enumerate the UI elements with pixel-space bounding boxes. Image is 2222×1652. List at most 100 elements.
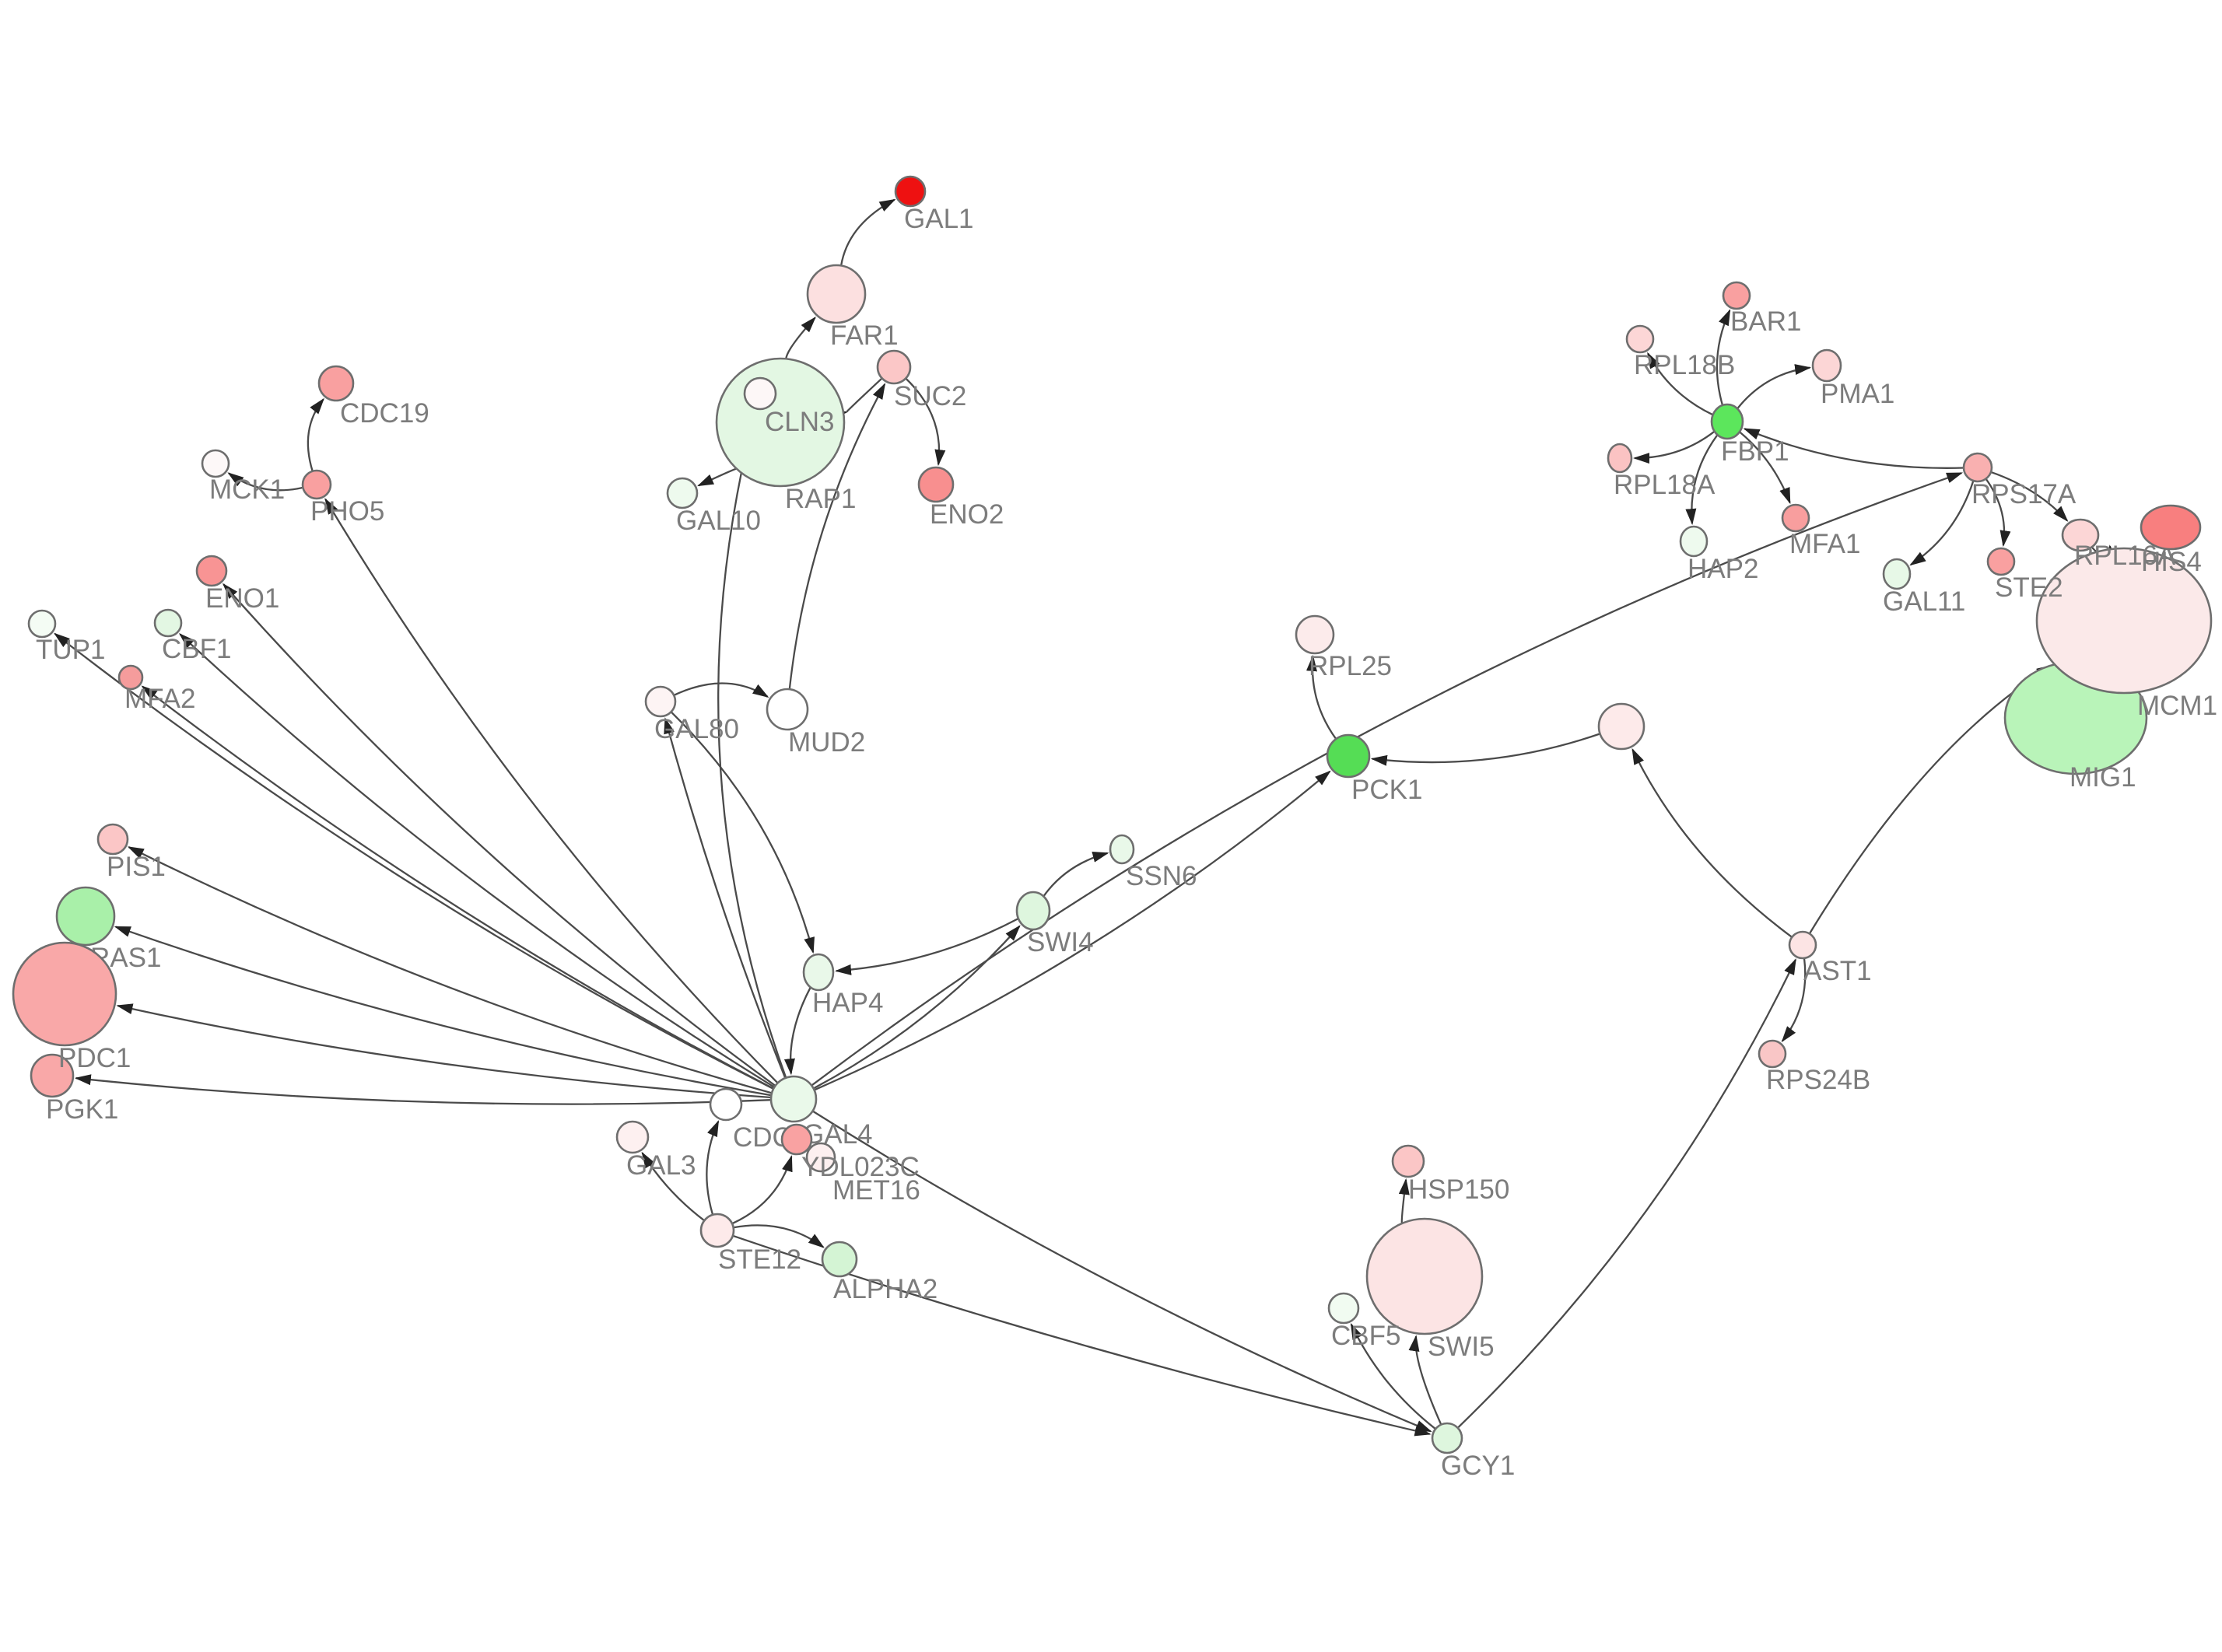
node-RPS17A[interactable]: RPS17A <box>1962 452 2077 509</box>
node-circle-HAP4[interactable] <box>802 953 835 992</box>
node-ENO2[interactable]: ENO2 <box>917 466 1004 530</box>
node-circle-GAL1[interactable] <box>894 175 927 208</box>
edge-MUD2-SUC2[interactable] <box>788 383 886 690</box>
edge-RPS17A-GAL11[interactable] <box>1909 480 1975 566</box>
node-circle-ALPHA2[interactable] <box>821 1241 858 1278</box>
edge-FAR1-GAL1[interactable] <box>839 198 896 266</box>
node-GAL3[interactable]: GAL3 <box>615 1120 696 1181</box>
node-circle-PIS1[interactable] <box>96 823 129 856</box>
node-circle-PCK1[interactable] <box>1326 733 1371 779</box>
node-FAR1[interactable]: FAR1 <box>806 264 899 351</box>
edge-GAL4-RPS17A[interactable] <box>811 472 1964 1087</box>
node-circle-RPS17A[interactable] <box>1962 452 1993 483</box>
edge-GAL4-ENO1[interactable] <box>222 583 776 1087</box>
node-circle-RPL18B[interactable] <box>1625 324 1655 354</box>
node-MFA2[interactable]: MFA2 <box>117 664 195 714</box>
edge-AST1-UNK1[interactable] <box>1631 747 1793 938</box>
node-circle-RPL18A[interactable] <box>1607 443 1633 474</box>
edge-SWI4-HAP4[interactable] <box>835 917 1019 975</box>
node-CBF5[interactable]: CBF5 <box>1327 1292 1400 1351</box>
edge-GCY1-SWI5[interactable] <box>1408 1335 1442 1426</box>
node-CBF1[interactable]: CBF1 <box>153 608 231 664</box>
node-GAL80[interactable]: GAL80 <box>644 685 739 744</box>
node-circle-STE12[interactable] <box>699 1213 735 1248</box>
edge-GAL4-GCY1[interactable] <box>811 1110 1432 1433</box>
edge-GAL80-HAP4[interactable] <box>670 711 815 954</box>
node-GAL10[interactable]: GAL10 <box>666 477 761 536</box>
edge-RPS17A-RPL16A[interactable] <box>1990 471 2069 522</box>
edge-GAL4-PDC1[interactable] <box>116 1003 772 1099</box>
node-circle-STE2[interactable] <box>1986 547 2016 576</box>
edge-FBP1-RPL18A[interactable] <box>1633 430 1716 464</box>
node-ENO1[interactable]: ENO1 <box>195 555 279 614</box>
node-MFA1[interactable]: MFA1 <box>1781 503 1860 559</box>
node-circle-CBF5[interactable] <box>1327 1292 1360 1325</box>
node-circle-MFA1[interactable] <box>1781 503 1810 533</box>
node-circle-CLN3[interactable] <box>743 376 777 411</box>
edge-GAL4-MFA2[interactable] <box>141 685 774 1090</box>
node-circle-RPS24B[interactable] <box>1758 1039 1787 1069</box>
edge-GAL4-PHO5[interactable] <box>324 498 779 1084</box>
edge-SWI4-SSN6[interactable] <box>1043 852 1109 898</box>
node-circle-PDC1[interactable] <box>12 941 117 1047</box>
node-circle-GAL4[interactable] <box>769 1075 818 1123</box>
node-MCM1[interactable]: MCM1 <box>2035 547 2217 721</box>
node-circle-GAL10[interactable] <box>666 477 699 509</box>
node-circle-YDL023C[interactable] <box>780 1123 813 1156</box>
node-circle-CDC6[interactable] <box>709 1087 743 1122</box>
node-RPL18B[interactable]: RPL18B <box>1625 324 1735 380</box>
node-ALPHA2[interactable]: ALPHA2 <box>821 1241 938 1304</box>
node-circle-ENO2[interactable] <box>917 466 955 503</box>
node-GCY1[interactable]: GCY1 <box>1431 1422 1515 1481</box>
node-YDL023C[interactable]: YDL023C <box>780 1123 920 1182</box>
edge-STE12-CDC6[interactable] <box>706 1120 720 1216</box>
edge-FBP1-PMA1[interactable] <box>1737 364 1812 410</box>
node-PMA1[interactable]: PMA1 <box>1811 348 1894 409</box>
node-AST1[interactable]: AST1 <box>1788 930 1872 986</box>
node-GAL11[interactable]: GAL11 <box>1882 558 1965 617</box>
node-circle-RAS1[interactable] <box>55 886 116 947</box>
node-circle-PGK1[interactable] <box>30 1053 75 1098</box>
node-HAP2[interactable]: HAP2 <box>1679 525 1758 584</box>
node-RPL18A[interactable]: RPL18A <box>1607 443 1716 500</box>
node-circle-TUP1[interactable] <box>27 609 57 639</box>
node-circle-RPL16A[interactable] <box>2061 518 2100 552</box>
node-circle-HIS4[interactable] <box>2140 504 2202 551</box>
node-circle-GCY1[interactable] <box>1431 1422 1463 1454</box>
node-TUP1[interactable]: TUP1 <box>27 609 105 665</box>
node-circle-SUC2[interactable] <box>876 349 912 385</box>
node-SWI4[interactable]: SWI4 <box>1015 891 1094 957</box>
edge-GAL4-CLN3[interactable] <box>717 410 787 1079</box>
node-circle-FAR1[interactable] <box>806 264 867 324</box>
node-MUD2[interactable]: MUD2 <box>766 688 865 758</box>
node-circle-PMA1[interactable] <box>1811 348 1842 383</box>
node-circle-RPL25[interactable] <box>1295 614 1335 655</box>
node-FBP1[interactable]: FBP1 <box>1710 403 1789 467</box>
edge-GAL4-CBF1[interactable] <box>178 632 775 1088</box>
edge-SWI5-HSP150[interactable] <box>1398 1178 1410 1224</box>
node-GAL1[interactable]: GAL1 <box>894 175 974 234</box>
node-PCK1[interactable]: PCK1 <box>1326 733 1422 805</box>
edge-PCK1-RPL25[interactable] <box>1306 654 1337 740</box>
edge-AST1-RPS24B[interactable] <box>1781 957 1807 1043</box>
edge-GCY1-AST1[interactable] <box>1456 958 1796 1429</box>
edge-GAL4-PCK1[interactable] <box>814 770 1331 1091</box>
node-circle-GAL3[interactable] <box>615 1120 650 1154</box>
edge-SUC2-RAP1[interactable] <box>831 377 883 420</box>
edge-PHO5-MCK1[interactable] <box>227 472 303 492</box>
node-circle-AST1[interactable] <box>1788 930 1817 960</box>
edge-GAL4-GAL80[interactable] <box>664 717 787 1079</box>
node-HSP150[interactable]: HSP150 <box>1391 1144 1509 1205</box>
edge-FBP1-BAR1[interactable] <box>1716 309 1731 406</box>
node-SSN6[interactable]: SSN6 <box>1109 834 1197 891</box>
node-PIS1[interactable]: PIS1 <box>96 823 166 882</box>
node-MET16[interactable]: MET16 <box>805 1142 920 1206</box>
node-HAP4[interactable]: HAP4 <box>802 953 883 1018</box>
node-CDC19[interactable]: CDC19 <box>317 365 429 429</box>
node-SWI5[interactable]: SWI5 <box>1365 1217 1495 1362</box>
edge-FBP1-RPL18B[interactable] <box>1647 352 1714 416</box>
edge-STE12-YDL023C[interactable] <box>731 1155 793 1225</box>
edge-GAL4-TUP1[interactable] <box>54 632 774 1090</box>
node-circle-MCM1[interactable] <box>2035 547 2213 695</box>
